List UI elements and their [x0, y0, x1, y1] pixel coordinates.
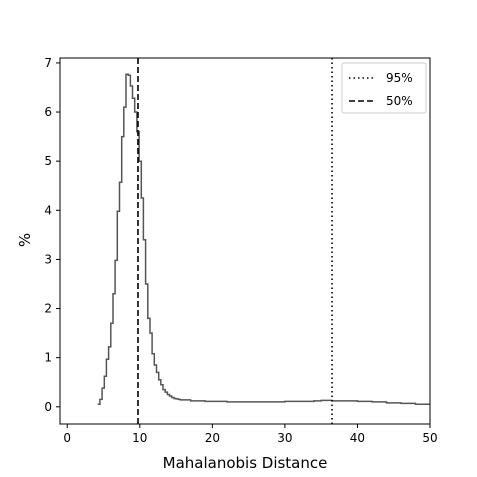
x-tick-label: 30: [277, 431, 292, 445]
x-tick-label: 40: [350, 431, 365, 445]
y-tick-label: 0: [44, 400, 52, 414]
y-tick-label: 7: [44, 56, 52, 70]
y-tick-label: 3: [44, 252, 52, 266]
axes-frame: [59, 57, 431, 425]
x-tick-label: 20: [205, 431, 220, 445]
legend-label-50pct: 50%: [386, 94, 413, 108]
y-tick-label: 6: [44, 105, 52, 119]
y-tick-label: 2: [44, 302, 52, 316]
x-tick-label: 0: [63, 431, 71, 445]
legend: 95% 50%: [341, 62, 427, 114]
x-tick-label: 50: [422, 431, 437, 445]
histogram-series-0: [97, 73, 430, 406]
legend-label-95pct: 95%: [386, 71, 413, 85]
y-axis-label: %: [16, 233, 34, 247]
x-tick-label: 10: [132, 431, 147, 445]
y-tick-label: 5: [44, 154, 52, 168]
y-tick-label: 1: [44, 351, 52, 365]
y-tick-label: 4: [44, 203, 52, 217]
x-axis-label: Mahalanobis Distance: [163, 454, 328, 472]
legend-box: [341, 62, 427, 114]
